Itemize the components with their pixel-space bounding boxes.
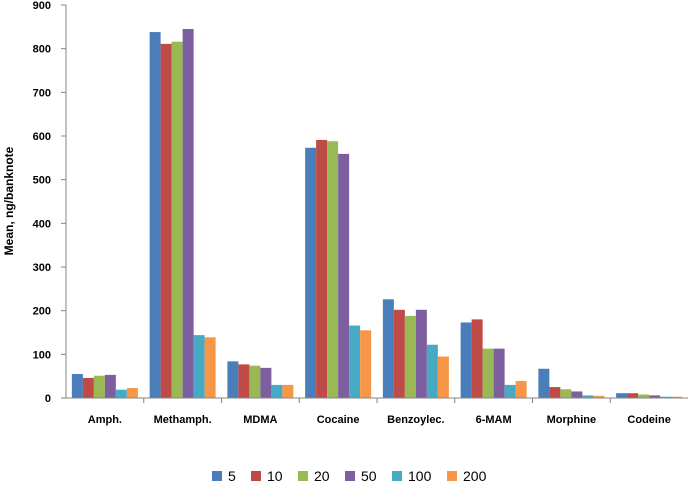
legend-label: 100 — [408, 468, 432, 484]
bar — [149, 32, 161, 398]
bar — [649, 395, 661, 398]
y-axis: 0 100 200 300 400 500 600 700 800 900 — [33, 0, 67, 405]
legend-swatch — [251, 471, 261, 481]
legend-label: 5 — [228, 468, 236, 484]
bar — [182, 29, 194, 399]
bar — [515, 380, 527, 398]
x-category-label: Cocaine — [317, 414, 360, 426]
x-axis: Amph. Methamph. MDMA Cocaine Benzoylec. 6-MAM… — [66, 397, 688, 426]
bar — [227, 361, 239, 398]
bar — [82, 377, 94, 398]
bar — [638, 394, 650, 398]
legend-label: 10 — [267, 468, 283, 484]
bar — [482, 348, 494, 398]
legend-swatch — [447, 471, 457, 481]
y-tick-label: 100 — [33, 349, 51, 361]
bar — [393, 309, 405, 398]
bar — [660, 396, 672, 398]
bar — [404, 315, 416, 398]
legend-label: 20 — [314, 468, 330, 484]
x-category-label: Amph. — [88, 414, 122, 426]
bar — [338, 153, 350, 398]
bar — [593, 395, 605, 398]
y-tick-label: 600 — [33, 131, 51, 143]
bar — [549, 387, 561, 398]
bar — [305, 147, 317, 398]
bar — [571, 391, 583, 398]
bar — [671, 396, 683, 398]
bar — [115, 389, 127, 398]
bar — [93, 375, 105, 398]
bar — [538, 368, 550, 398]
bar — [271, 384, 283, 398]
x-category-label: MDMA — [243, 414, 277, 426]
bar — [126, 387, 138, 398]
bar — [71, 373, 83, 398]
bar — [437, 356, 449, 398]
bar — [471, 319, 483, 398]
bar — [160, 43, 172, 398]
bars — [71, 29, 683, 399]
y-tick-label: 500 — [33, 175, 51, 187]
x-category-label: 6-MAM — [476, 414, 512, 426]
y-axis-label: Mean, ng/banknote — [2, 146, 16, 255]
bar — [316, 139, 328, 398]
bar — [560, 389, 572, 398]
y-tick-label: 0 — [45, 393, 51, 405]
y-tick-label: 400 — [33, 218, 51, 230]
bar — [260, 367, 272, 398]
y-tick-label: 700 — [33, 87, 51, 99]
y-tick-label: 800 — [33, 44, 51, 56]
bar — [582, 395, 594, 398]
legend-swatch — [392, 471, 402, 481]
y-tick-label: 300 — [33, 262, 51, 274]
bar — [426, 344, 438, 398]
legend-swatch — [345, 471, 355, 481]
legend-swatch — [212, 471, 222, 481]
bar — [204, 337, 216, 398]
bar — [193, 335, 205, 398]
bar — [249, 365, 261, 398]
legend-label: 50 — [361, 468, 377, 484]
bar — [460, 322, 472, 398]
bar — [327, 141, 339, 399]
y-tick-label: 200 — [33, 306, 51, 318]
bar — [349, 325, 361, 398]
bar — [415, 309, 427, 398]
x-category-label: Codeine — [627, 414, 670, 426]
bar — [238, 364, 250, 398]
bar — [504, 384, 516, 398]
bar — [493, 348, 505, 398]
x-category-label: Methamph. — [154, 414, 212, 426]
bar — [171, 41, 183, 399]
bar — [616, 393, 628, 398]
x-category-label: Benzoylec. — [387, 414, 444, 426]
legend-label: 200 — [463, 468, 487, 484]
y-tick-label: 900 — [33, 0, 51, 12]
x-category-label: Morphine — [547, 414, 597, 426]
bar — [360, 330, 372, 398]
legend-swatch — [298, 471, 308, 481]
bar — [104, 374, 116, 398]
legend: 5 10 20 50 100 200 — [212, 468, 487, 484]
bar — [382, 299, 394, 398]
bar — [627, 393, 639, 398]
bar — [282, 384, 294, 398]
